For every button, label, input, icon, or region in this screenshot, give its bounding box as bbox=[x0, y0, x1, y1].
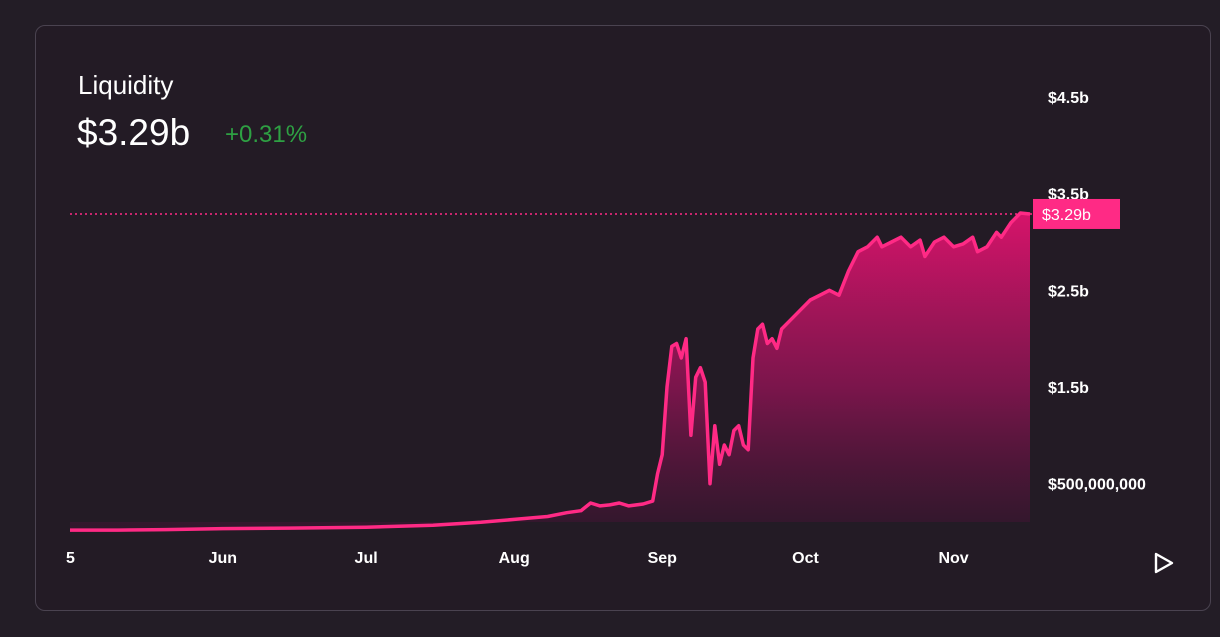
change-percent: +0.31% bbox=[225, 121, 308, 148]
series-line bbox=[70, 211, 1031, 532]
x-tick-label: 5 bbox=[66, 550, 75, 567]
line-layer bbox=[70, 211, 1031, 532]
play-icon[interactable] bbox=[1148, 548, 1178, 578]
y-tick-label: $2.5b bbox=[1048, 283, 1089, 300]
price-tag-label: $3.29b bbox=[1042, 207, 1091, 224]
price-tag: $3.29b bbox=[1033, 198, 1120, 229]
area-fill bbox=[70, 213, 1030, 531]
y-tick-label: $500,000,000 bbox=[1048, 477, 1146, 494]
y-axis: $500,000,000$1.5b$2.5b$3.5b$4.5b bbox=[1048, 90, 1146, 494]
x-tick-label: Nov bbox=[938, 550, 968, 567]
x-tick-label: Jun bbox=[209, 550, 237, 567]
x-tick-label: Jul bbox=[355, 550, 378, 567]
x-tick-label: Aug bbox=[499, 550, 530, 567]
area-layer bbox=[70, 213, 1030, 531]
x-axis: 5 Jun Jul Aug Sep Oct Nov bbox=[66, 550, 969, 567]
x-tick-label: Sep bbox=[648, 550, 678, 567]
x-tick-label: Oct bbox=[792, 550, 819, 567]
y-tick-label: $4.5b bbox=[1048, 90, 1089, 107]
y-tick-label: $1.5b bbox=[1048, 380, 1089, 397]
price-tag-background bbox=[1033, 198, 1120, 229]
current-value: $3.29b bbox=[77, 112, 191, 153]
chart-title: Liquidity bbox=[78, 70, 174, 100]
